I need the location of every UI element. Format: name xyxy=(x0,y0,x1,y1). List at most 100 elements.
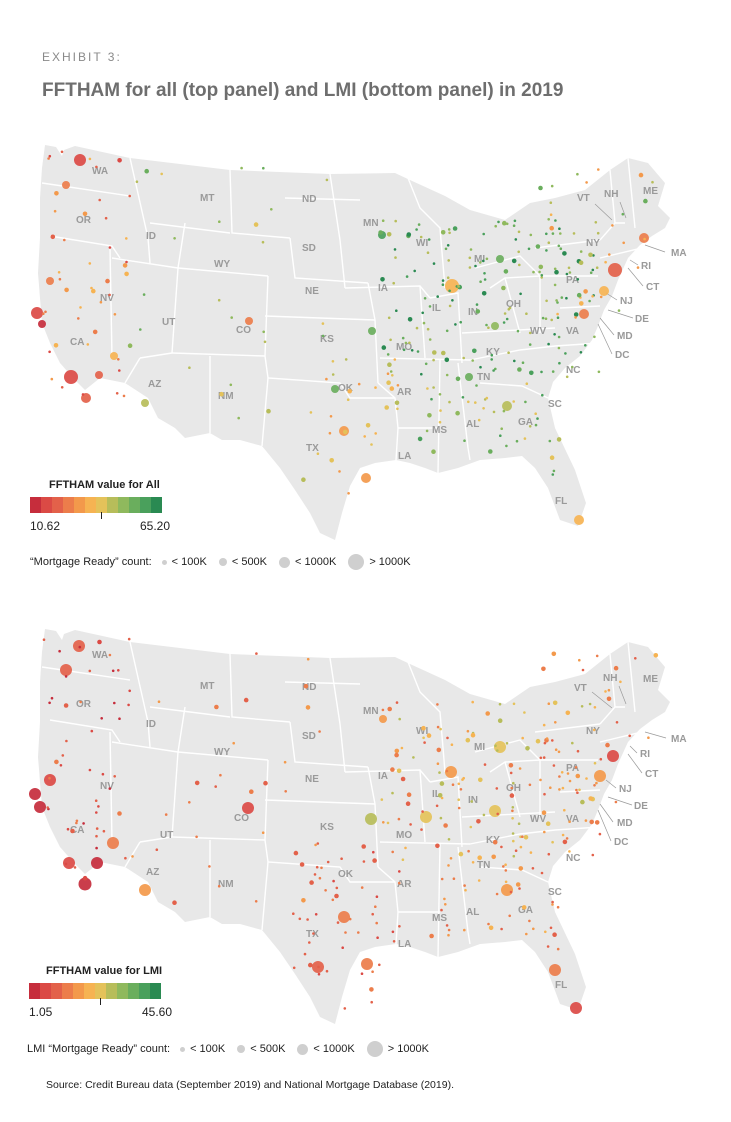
metro-dot xyxy=(415,326,419,330)
ramp-swatch-12 xyxy=(150,983,161,999)
state-label-mi: MI xyxy=(474,254,485,265)
metro-dot xyxy=(638,172,644,178)
metro-dot xyxy=(451,783,455,786)
metro-dot xyxy=(463,439,466,443)
metro-dot xyxy=(615,721,619,724)
bubble-san-diego xyxy=(63,857,75,869)
metro-dot xyxy=(572,232,576,235)
metro-dot xyxy=(519,292,522,296)
metro-dot xyxy=(503,269,509,274)
legend-title-lmi: FFTHAM value for LMI xyxy=(46,965,163,977)
metro-dot xyxy=(576,278,580,281)
metro-dot xyxy=(444,903,447,906)
color-ramp-lmi xyxy=(29,983,161,999)
metro-dot xyxy=(325,377,328,381)
metro-dot xyxy=(549,455,555,461)
metro-dot xyxy=(128,194,131,198)
metro-dot xyxy=(643,198,648,204)
metro-dot xyxy=(139,328,142,331)
metro-dot xyxy=(384,405,390,410)
state-label-nm: NM xyxy=(218,391,234,402)
metro-dot xyxy=(551,840,554,844)
state-label-ut: UT xyxy=(160,830,173,841)
metro-dot xyxy=(498,702,502,706)
metro-dot xyxy=(591,268,595,272)
metro-dot xyxy=(556,905,560,909)
state-label-al: AL xyxy=(466,419,479,430)
metro-dot xyxy=(597,168,600,171)
state-label-pa: PA xyxy=(566,763,579,774)
metro-dot xyxy=(464,888,467,892)
metro-dot xyxy=(551,651,557,657)
state-label-ks: KS xyxy=(320,822,334,833)
state-label-ga: GA xyxy=(518,417,533,428)
metro-dot xyxy=(375,895,379,898)
metro-dot xyxy=(560,296,564,299)
metro-dot xyxy=(321,334,325,338)
metro-dot xyxy=(479,365,482,369)
metro-dot xyxy=(539,756,543,760)
size-class-2-lmi: < 500K xyxy=(237,1043,285,1055)
metro-dot xyxy=(500,927,503,931)
metro-dot xyxy=(523,711,526,714)
metro-dot xyxy=(585,777,588,780)
metro-dot xyxy=(529,233,533,237)
metro-dot xyxy=(446,736,449,740)
metro-dot xyxy=(439,781,445,786)
metro-dot xyxy=(439,816,443,820)
metro-dot xyxy=(543,830,546,834)
metro-dot xyxy=(505,444,508,448)
metro-dot xyxy=(511,809,514,813)
bubble-columbus xyxy=(489,805,501,817)
metro-dot xyxy=(127,703,130,707)
metro-dot xyxy=(490,353,494,357)
metro-dot xyxy=(423,741,426,744)
ramp-swatch-10 xyxy=(129,497,140,513)
metro-dot xyxy=(504,869,508,872)
us-map-land-lmi xyxy=(38,629,670,1024)
metro-dot xyxy=(436,703,439,706)
metro-dot xyxy=(331,373,335,376)
ramp-swatch-6 xyxy=(84,983,95,999)
metro-dot xyxy=(479,261,482,264)
state-label-ar: AR xyxy=(397,387,412,398)
state-label-va: VA xyxy=(566,326,579,337)
metro-dot xyxy=(298,917,302,921)
state-label-nm: NM xyxy=(218,879,234,890)
metro-dot xyxy=(457,806,461,810)
metro-dot xyxy=(576,749,580,753)
metro-dot xyxy=(551,903,554,906)
metro-dot xyxy=(545,249,548,252)
metro-dot xyxy=(125,237,128,240)
metro-dot xyxy=(556,437,562,442)
metro-dot xyxy=(552,764,556,767)
metro-dot xyxy=(47,157,50,160)
metro-dot xyxy=(580,799,585,805)
metro-dot xyxy=(459,788,463,791)
metro-dot xyxy=(48,701,51,705)
state-label-wv: WV xyxy=(530,326,546,337)
metro-dot xyxy=(127,637,131,641)
bubble-phoenix xyxy=(139,884,151,896)
range-max-lmi: 45.60 xyxy=(142,1005,173,1019)
state-label-sd: SD xyxy=(302,731,316,742)
state-label-ne: NE xyxy=(305,286,319,297)
us-map-land xyxy=(38,145,670,540)
metro-dot xyxy=(540,276,543,279)
metro-dot xyxy=(472,348,477,354)
ramp-tick-all xyxy=(101,512,102,519)
ramp-swatch-3 xyxy=(52,497,63,513)
metro-dot xyxy=(378,230,383,235)
metro-dot xyxy=(651,180,654,184)
map-panel-lmi: WA OR MT ID WY ND SD MN NE IA NV UT CO C… xyxy=(29,629,687,1024)
metro-dot xyxy=(360,972,364,975)
ramp-tick-lmi xyxy=(100,998,101,1005)
metro-dot xyxy=(595,266,599,269)
state-label-az: AZ xyxy=(146,867,159,878)
metro-dot xyxy=(492,369,495,372)
metro-dot xyxy=(263,780,268,786)
metro-dot xyxy=(214,785,217,788)
metro-dot xyxy=(628,734,631,738)
metro-dot xyxy=(574,766,578,769)
metro-dot xyxy=(314,913,318,916)
